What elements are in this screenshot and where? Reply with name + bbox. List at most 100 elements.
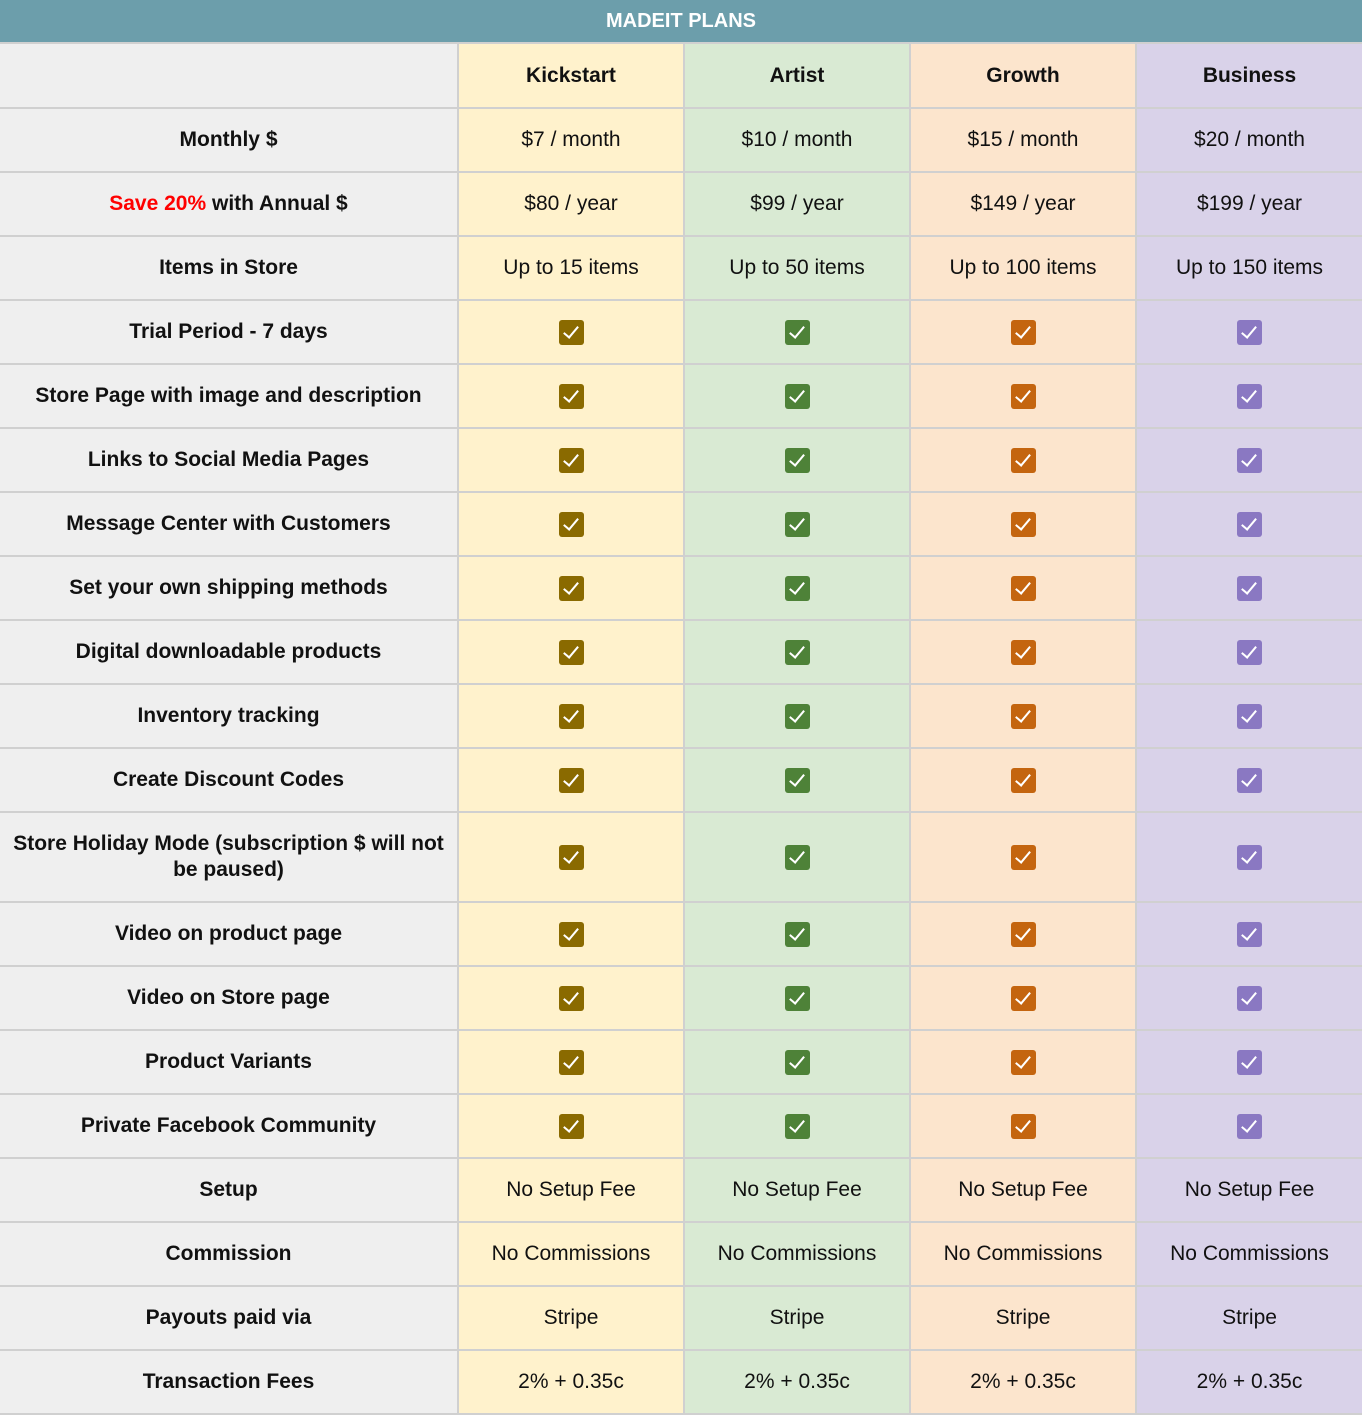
row-label: Transaction Fees [0, 1349, 459, 1415]
plan-cell-business [1135, 299, 1362, 365]
row-label-text: with Annual $ [206, 192, 348, 215]
checkbox-checked-icon [558, 921, 584, 947]
cell-value: $199 / year [1196, 192, 1303, 215]
plan-cell-kickstart: Stripe [457, 1285, 685, 1351]
plan-cell-business: Stripe [1135, 1285, 1362, 1351]
cell-value: Up to 50 items [729, 256, 865, 279]
row-label: Items in Store [0, 235, 459, 301]
plan-cell-artist [683, 1029, 911, 1095]
plan-cell-artist: 2% + 0.35c [683, 1349, 911, 1415]
plan-cell-artist [683, 811, 911, 903]
plan-cell-kickstart: No Setup Fee [457, 1157, 685, 1223]
plan-cell-growth [909, 901, 1137, 967]
cell-value: Stripe [1222, 1306, 1277, 1329]
checkbox-checked-icon [1010, 921, 1036, 947]
table-row: Inventory tracking [0, 683, 1362, 749]
row-label: Product Variants [0, 1029, 459, 1095]
plan-cell-artist [683, 747, 911, 813]
checkbox-checked-icon [784, 703, 810, 729]
table-row: Setup No Setup Fee No Setup Fee No Setup Fe… [0, 1157, 1362, 1223]
plan-cell-artist [683, 1093, 911, 1159]
checkbox-checked-icon [1237, 511, 1262, 537]
checkbox-checked-icon [784, 1113, 810, 1139]
plan-cell-business: 2% + 0.35c [1135, 1349, 1362, 1415]
checkbox-checked-icon [1237, 319, 1262, 345]
checkbox-checked-icon [784, 985, 810, 1011]
cell-value: No Setup Fee [506, 1178, 636, 1201]
row-label-text: Private Facebook Community [80, 1114, 377, 1137]
row-label: Video on product page [0, 901, 459, 967]
checkbox-checked-icon [1237, 383, 1262, 409]
cell-value: Up to 15 items [503, 256, 639, 279]
cell-value: $10 / month [741, 128, 853, 151]
cell-value: Up to 100 items [949, 256, 1097, 279]
plan-cell-growth [909, 1093, 1137, 1159]
table-row: Digital downloadable products [0, 619, 1362, 685]
table-row: Transaction Fees 2% + 0.35c 2% + 0.35c 2% +… [0, 1349, 1362, 1415]
cell-value: Stripe [543, 1306, 599, 1329]
checkbox-checked-icon [1010, 511, 1036, 537]
plan-cell-artist: Stripe [683, 1285, 911, 1351]
row-label: Set your own shipping methods [0, 555, 459, 621]
plan-cell-business [1135, 555, 1362, 621]
plan-cell-growth: Stripe [909, 1285, 1137, 1351]
checkbox-checked-icon [558, 703, 584, 729]
table-row: Links to Social Media Pages [0, 427, 1362, 493]
plan-cell-kickstart [457, 619, 685, 685]
plan-cell-business [1135, 683, 1362, 749]
plan-cell-kickstart [457, 1029, 685, 1095]
row-label: Links to Social Media Pages [0, 427, 459, 493]
checkbox-checked-icon [784, 383, 810, 409]
table-row: Product Variants [0, 1029, 1362, 1095]
plan-cell-growth [909, 811, 1137, 903]
plan-cell-growth: Up to 100 items [909, 235, 1137, 301]
checkbox-checked-icon [558, 511, 584, 537]
plan-cell-business: No Setup Fee [1135, 1157, 1362, 1223]
plan-name-kickstart: Kickstart [457, 44, 685, 109]
plan-cell-business [1135, 619, 1362, 685]
cell-value: $15 / month [967, 128, 1079, 151]
checkbox-checked-icon [784, 1049, 810, 1075]
plan-cell-artist: No Setup Fee [683, 1157, 911, 1223]
plan-cell-business [1135, 901, 1362, 967]
table-row: Message Center with Customers [0, 491, 1362, 557]
table-row: Set your own shipping methods [0, 555, 1362, 621]
cell-value: No Commissions [717, 1242, 877, 1265]
table-row: Monthly $ $7 / month $10 / month $15 / mont… [0, 107, 1362, 173]
row-label-text: Store Page with image and description [35, 384, 422, 407]
cell-value: $80 / year [524, 192, 618, 215]
table-title: MADEIT PLANS [0, 0, 1362, 44]
plan-cell-growth [909, 747, 1137, 813]
cell-value: Up to 150 items [1175, 256, 1324, 279]
row-label-text: Inventory tracking [137, 704, 320, 727]
checkbox-checked-icon [784, 575, 810, 601]
plan-cell-artist [683, 965, 911, 1031]
checkbox-checked-icon [784, 921, 810, 947]
plan-cell-business [1135, 363, 1362, 429]
plan-cell-kickstart [457, 427, 685, 493]
plan-name-growth: Growth [909, 44, 1137, 109]
row-label-text: Digital downloadable products [75, 640, 382, 663]
checkbox-checked-icon [558, 844, 584, 870]
checkbox-checked-icon [784, 511, 810, 537]
plan-cell-artist [683, 491, 911, 557]
checkbox-checked-icon [784, 447, 810, 473]
row-label-text: Product Variants [145, 1050, 312, 1073]
cell-value: Stripe [769, 1306, 825, 1329]
plan-cell-growth [909, 363, 1137, 429]
checkbox-checked-icon [1010, 639, 1036, 665]
cell-value: $149 / year [970, 192, 1076, 215]
checkbox-checked-icon [1237, 639, 1262, 665]
plan-cell-kickstart [457, 299, 685, 365]
checkbox-checked-icon [1237, 1113, 1262, 1139]
checkbox-checked-icon [784, 767, 810, 793]
plan-name-business: Business [1135, 44, 1362, 109]
plan-cell-kickstart [457, 811, 685, 903]
checkbox-checked-icon [558, 639, 584, 665]
plan-cell-growth [909, 965, 1137, 1031]
row-label-text: Links to Social Media Pages [87, 448, 370, 471]
plan-cell-artist: Up to 50 items [683, 235, 911, 301]
plan-cell-kickstart [457, 555, 685, 621]
checkbox-checked-icon [558, 1113, 584, 1139]
plan-cell-growth [909, 427, 1137, 493]
